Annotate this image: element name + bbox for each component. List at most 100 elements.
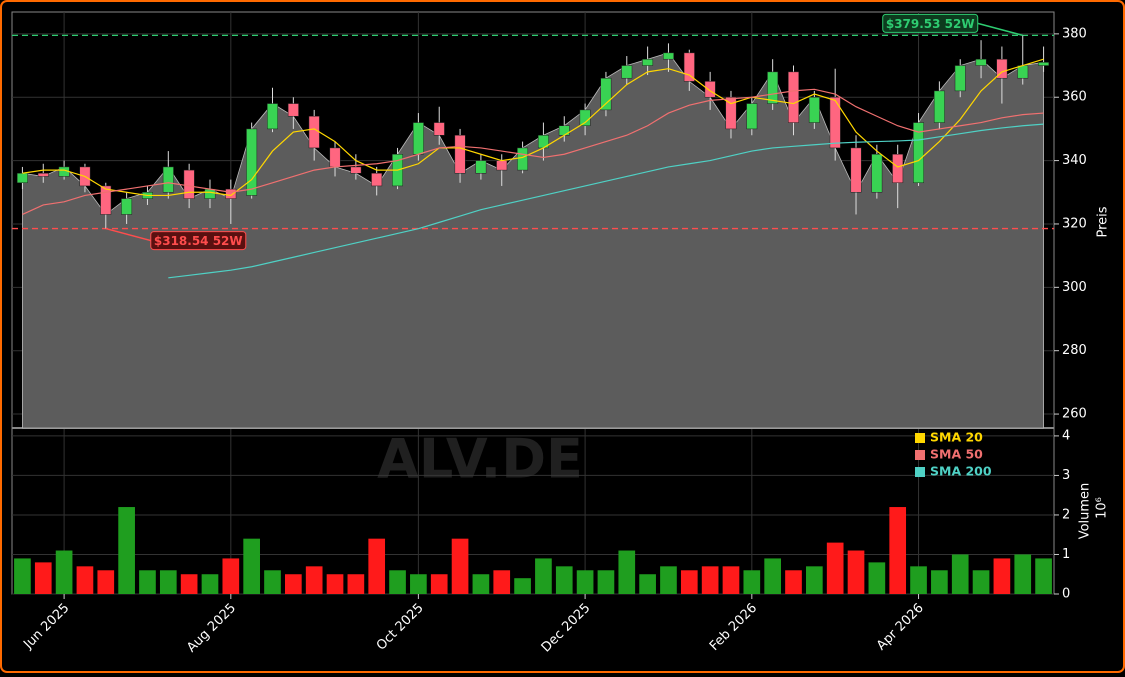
candle-body [350,166,362,174]
annotation-arrow [105,227,151,242]
candle-body [913,122,925,184]
y-tick-label: 380 [1062,26,1087,41]
candle-body [808,96,820,123]
candle-body [329,147,341,168]
candle-body [579,109,591,126]
candle-body [204,188,216,199]
volume-bar [285,574,302,594]
candle-body [954,65,966,92]
volume-bar [55,550,73,594]
volume-tick-label: 0 [1062,587,1070,602]
y-axis-label: Preis [1096,206,1111,237]
volume-bar [347,574,365,594]
candle-body [371,173,383,187]
volume-bar [159,570,177,594]
sma-line [22,88,1044,216]
candle-body [246,128,258,196]
candle-body [1017,65,1029,79]
volume-bar [889,507,907,594]
candle-body [412,122,424,155]
legend-label: SMA 200 [930,464,992,479]
volume-bar [1035,558,1052,594]
volume-bar [430,574,448,594]
legend-swatch [915,467,925,477]
candle-body [767,71,779,104]
volume-bar [660,566,677,594]
candle-body [225,188,237,199]
candle-body [996,58,1008,79]
candle-body [704,81,716,98]
volume-bar [389,570,406,594]
candle-body [496,160,508,171]
candle-body [121,198,133,215]
sma-line [168,123,1044,279]
y-tick-label: 280 [1062,343,1087,358]
candle-body [933,90,945,123]
volume-bar [180,574,198,594]
annotation-arrow [977,22,1023,37]
volume-bar [243,538,260,594]
candle-body [829,96,841,149]
volume-bar [597,570,615,594]
candle-body [454,134,466,174]
candle-body [100,185,112,215]
volume-bar [764,558,781,594]
volume-bar [326,574,344,594]
volume-bar [472,574,490,594]
symbol-watermark: ALV.DE [377,428,583,491]
volume-bar [785,570,802,594]
volume-bar [993,558,1011,594]
candle-body [37,173,49,177]
volume-bar [368,538,386,594]
candle-body [892,154,904,184]
annotation-box [150,231,247,251]
volume-bar [493,570,511,594]
volume-bar [951,554,969,594]
volume-tick-label: 3 [1062,468,1070,483]
candle-body [642,58,654,66]
candle-body [433,122,445,136]
volume-bar [535,558,552,594]
volume-bar [701,566,719,594]
volume-tick-label: 2 [1062,507,1070,522]
volume-bar [847,550,865,594]
legend-swatch [915,450,925,460]
candle-body [267,103,278,130]
volume-bar [680,570,698,594]
sma-line [22,58,1044,197]
candle-body [558,125,570,136]
y-tick-label: 300 [1062,280,1087,295]
volume-bar [743,570,761,594]
candle-body [788,71,799,123]
legend-label: SMA 50 [930,447,983,462]
volume-axis-label: Volumen [1078,483,1093,540]
annotation-label: $379.53 52W [886,17,975,31]
volume-scale: 10⁶ [1095,497,1110,519]
y-tick-label: 260 [1062,407,1087,422]
candle-body [183,169,195,199]
volume-bar [555,566,573,594]
volume-bar [910,566,927,594]
candle-body [517,147,529,171]
volume-bar [14,558,31,594]
candle-body [287,103,299,117]
y-tick-label: 340 [1062,153,1087,168]
volume-bar [201,574,219,594]
volume-bar [722,566,740,594]
candle-body [16,173,28,184]
volume-bar [305,566,323,594]
legend-swatch [915,433,925,443]
volume-bar [868,562,886,594]
volume-bar [576,570,594,594]
candle-body [683,52,695,82]
volume-bar [76,566,94,594]
candle-body [162,166,174,193]
volume-bar [139,570,156,594]
candle-body [308,115,320,149]
volume-bar [514,578,531,594]
volume-bar [618,550,636,594]
volume-bar [118,507,135,594]
annotation-box [882,13,979,33]
volume-tick-label: 4 [1062,428,1070,443]
